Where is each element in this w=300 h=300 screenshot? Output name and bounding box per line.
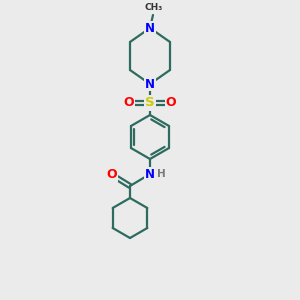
Text: S: S (145, 97, 155, 110)
Text: H: H (157, 169, 165, 179)
Text: O: O (124, 97, 134, 110)
Text: O: O (166, 97, 176, 110)
Text: N: N (145, 22, 155, 34)
Text: N: N (145, 77, 155, 91)
Text: O: O (107, 167, 117, 181)
Text: CH₃: CH₃ (145, 4, 163, 13)
Text: N: N (145, 167, 155, 181)
